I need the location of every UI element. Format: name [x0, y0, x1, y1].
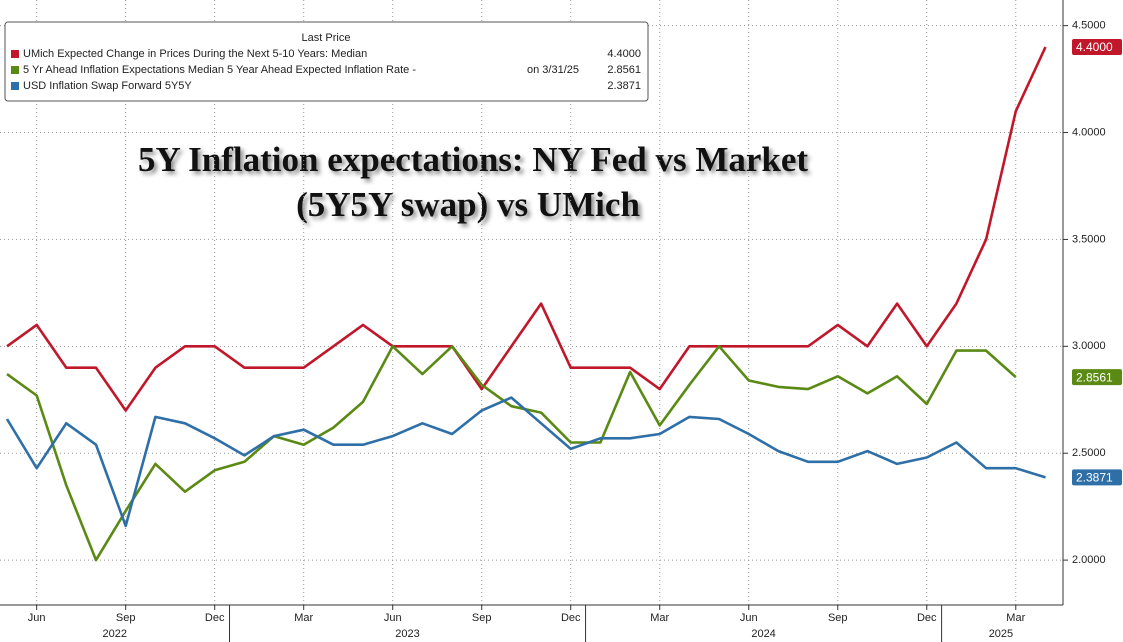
value-tag [1072, 39, 1122, 56]
series-line [6, 46, 1047, 412]
chart-subtitle: (5Y5Y swap) vs UMich [296, 185, 640, 224]
year-label: 2025 [989, 628, 1013, 640]
x-tick-label: Sep [828, 612, 848, 624]
value-tag [1072, 469, 1122, 486]
legend-value: 2.8561 [607, 64, 641, 76]
value-label: 2.3871 [1076, 471, 1113, 485]
chart-title: 5Y Inflation expectations: NY Fed vs Mar… [138, 140, 808, 179]
legend-swatch [11, 82, 19, 90]
value-label: 2.8561 [1076, 370, 1113, 384]
x-tick-label: Jun [28, 612, 46, 624]
legend-box [4, 21, 649, 102]
legend-swatch [11, 66, 19, 74]
y-tick-label: 3.5000 [1072, 233, 1106, 245]
legend-label: 5 Yr Ahead Inflation Expectations Median… [23, 64, 416, 76]
x-tick-label: Sep [116, 612, 136, 624]
x-tick-label: Mar [1006, 612, 1025, 624]
legend-value: 2.3871 [607, 80, 641, 92]
y-tick-label: 4.0000 [1072, 126, 1106, 138]
y-tick-label: 2.5000 [1072, 447, 1106, 459]
y-tick-label: 2.0000 [1072, 554, 1106, 566]
y-tick-label: 3.0000 [1072, 340, 1106, 352]
legend-value: 4.4000 [607, 48, 641, 60]
x-tick-label: Mar [294, 612, 313, 624]
x-tick-label: Dec [561, 612, 581, 624]
y-tick-label: 4.5000 [1072, 20, 1106, 32]
legend-note: on 3/31/25 [527, 64, 579, 76]
year-label: 2024 [751, 628, 775, 640]
legend-label: UMich Expected Change in Prices During t… [23, 48, 367, 60]
x-tick-label: Jun [384, 612, 402, 624]
legend-label: USD Inflation Swap Forward 5Y5Y [23, 80, 192, 92]
x-tick-label: Dec [205, 612, 225, 624]
x-tick-label: Jun [740, 612, 758, 624]
year-label: 2023 [395, 628, 419, 640]
legend-title: Last Price [302, 32, 351, 44]
value-tag [1072, 369, 1122, 386]
series-line [5, 396, 1046, 528]
series-line [6, 345, 1017, 562]
legend: Last Price UMich Expected Change in Price… [4, 21, 649, 102]
value-label: 4.4000 [1076, 40, 1113, 54]
x-tick-label: Dec [917, 612, 937, 624]
legend-swatch [11, 50, 19, 58]
year-label: 2022 [103, 628, 127, 640]
x-tick-label: Sep [472, 612, 492, 624]
x-tick-label: Mar [650, 612, 669, 624]
